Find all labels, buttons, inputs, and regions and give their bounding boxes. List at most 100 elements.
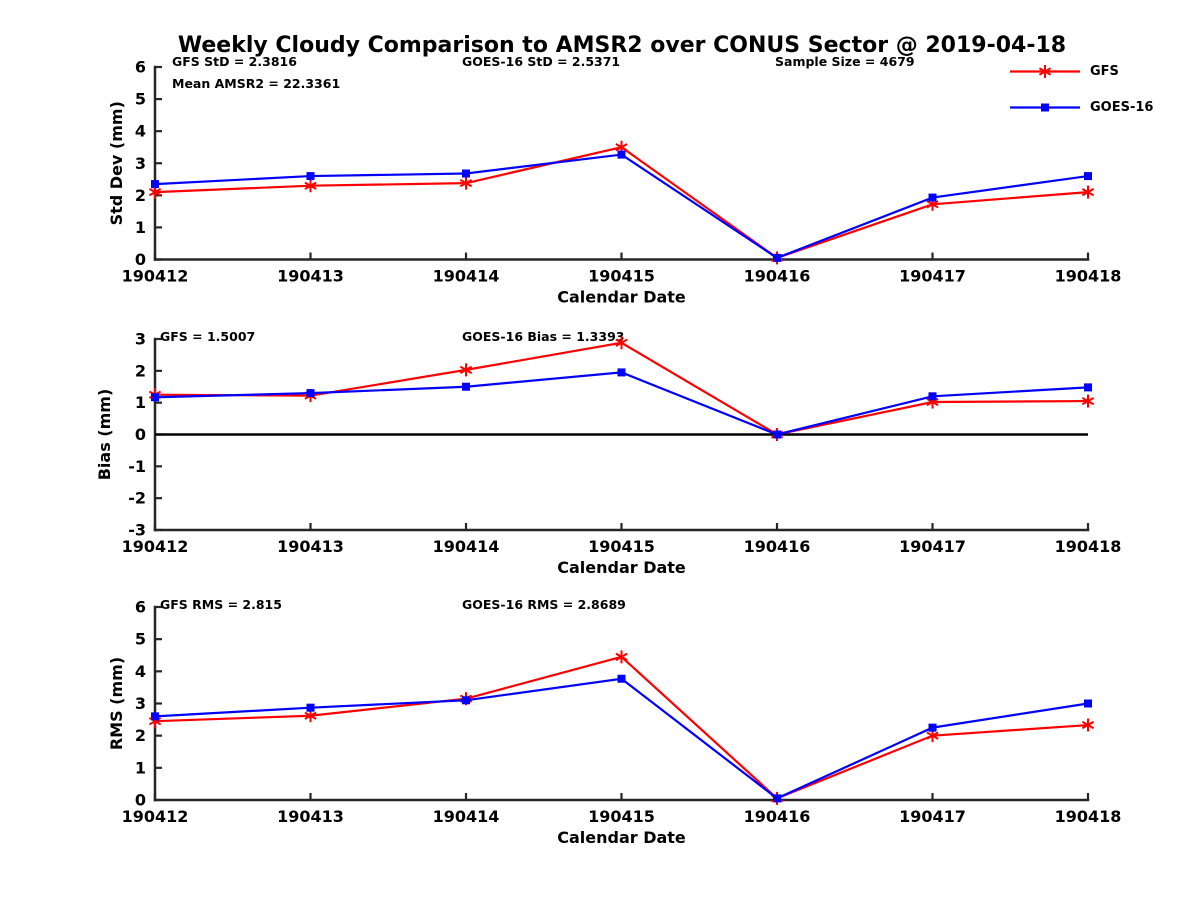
x-tick-label: 190414 (433, 537, 500, 556)
marker-square-goes-16 (462, 696, 470, 705)
marker-square-goes-16 (306, 703, 315, 712)
x-tick-label: 190417 (899, 267, 966, 286)
marker-asterisk-gfs (1081, 394, 1095, 408)
annotation-text: GOES-16 StD = 2.5371 (462, 54, 620, 69)
series-line-goes-16 (154, 677, 1089, 800)
y-tick-label: -2 (128, 489, 146, 508)
annotation-text: GOES-16 Bias = 1.3393 (462, 329, 624, 344)
y-tick-label: -1 (128, 457, 146, 476)
marker-square-goes-16 (617, 150, 626, 159)
marker-asterisk-gfs (1081, 185, 1095, 199)
marker-square-goes-16 (1084, 172, 1092, 181)
y-tick-label: 5 (135, 630, 146, 649)
marker-square-goes-16 (928, 392, 937, 401)
annotation-text: GFS StD = 2.3816 (172, 54, 297, 69)
y-tick-label: 2 (135, 726, 146, 745)
annotation-text: Mean AMSR2 = 22.3361 (172, 76, 340, 91)
y-tick-label: 3 (135, 154, 146, 173)
y-axis-label: RMS (mm) (107, 657, 126, 750)
series-line-gfs (154, 146, 1089, 260)
gfs-line-asterisk-icon (1010, 65, 1080, 78)
legend-label-goes16: GOES-16 (1090, 100, 1154, 115)
marker-asterisk-gfs (459, 363, 473, 377)
x-tick-label: 190414 (433, 267, 500, 286)
y-tick-label: 1 (135, 758, 146, 777)
marker-square-goes-16 (306, 172, 315, 181)
x-tick-label: 190413 (277, 537, 344, 556)
x-tick-label: 190414 (433, 807, 500, 826)
marker-square-goes-16 (151, 180, 159, 189)
y-axis-label: Bias (mm) (95, 389, 114, 481)
y-tick-label: 6 (135, 58, 146, 77)
x-tick-label: 190415 (588, 807, 655, 826)
y-tick-label: 3 (135, 694, 146, 713)
goes16-line-square-icon (1010, 103, 1080, 112)
y-tick-label: 3 (135, 330, 146, 349)
legend-label-gfs: GFS (1090, 64, 1119, 79)
marker-square-goes-16 (617, 368, 626, 377)
legend-entry-goes16: GOES-16 (1008, 99, 1153, 116)
x-tick-label: 190418 (1055, 267, 1122, 286)
marker-asterisk-gfs (615, 650, 628, 664)
y-tick-label: 5 (135, 90, 146, 109)
x-tick-label: 190415 (588, 537, 655, 556)
marker-square-goes-16 (928, 723, 937, 732)
chart-title: Weekly Cloudy Comparison to AMSR2 over C… (177, 33, 1067, 58)
x-tick-label: 190417 (899, 807, 966, 826)
marker-square-goes-16 (462, 169, 470, 178)
marker-square-goes-16 (151, 712, 159, 721)
marker-asterisk-gfs (459, 176, 473, 190)
y-tick-label: -3 (128, 521, 146, 540)
x-axis-label: Calendar Date (557, 828, 686, 847)
annotation-text: GFS RMS = 2.815 (160, 597, 282, 612)
x-tick-label: 190413 (277, 267, 344, 286)
x-axis-label: Calendar Date (557, 288, 686, 307)
marker-square-goes-16 (1084, 699, 1092, 708)
series-line-gfs (154, 341, 1089, 436)
y-tick-label: 0 (135, 250, 146, 269)
marker-square-goes-16 (617, 674, 626, 683)
x-tick-label: 190413 (277, 807, 344, 826)
y-axis-label: Std Dev (mm) (107, 101, 126, 225)
marker-square-goes-16 (928, 193, 937, 202)
y-tick-label: 1 (135, 393, 146, 412)
x-tick-label: 190418 (1055, 807, 1122, 826)
marker-square-goes-16 (773, 253, 781, 262)
series-line-goes-16 (154, 153, 1089, 260)
annotation-text: GOES-16 RMS = 2.8689 (462, 597, 626, 612)
marker-asterisk-gfs (615, 336, 628, 350)
series-line-goes-16 (154, 371, 1089, 436)
x-tick-label: 190418 (1055, 537, 1122, 556)
y-tick-label: 0 (135, 791, 146, 810)
marker-square-goes-16 (306, 389, 315, 398)
y-tick-label: 2 (135, 361, 146, 380)
x-tick-label: 190416 (744, 267, 811, 286)
x-tick-label: 190416 (744, 537, 811, 556)
y-tick-label: 4 (135, 662, 146, 681)
x-tick-label: 190416 (744, 807, 811, 826)
x-tick-label: 190412 (122, 537, 189, 556)
x-tick-label: 190417 (899, 537, 966, 556)
y-tick-label: 2 (135, 186, 146, 205)
annotation-text: GFS = 1.5007 (160, 329, 255, 344)
y-tick-label: 6 (135, 598, 146, 617)
x-axis-label: Calendar Date (557, 558, 686, 577)
marker-asterisk-gfs (304, 179, 317, 193)
marker-square-goes-16 (151, 393, 159, 402)
y-tick-label: 1 (135, 218, 146, 237)
annotation-text: Sample Size = 4679 (775, 54, 915, 69)
x-tick-label: 190412 (122, 807, 189, 826)
x-tick-label: 190415 (588, 267, 655, 286)
marker-square-goes-16 (1084, 383, 1092, 392)
marker-square-goes-16 (462, 382, 470, 391)
x-tick-label: 190412 (122, 267, 189, 286)
marker-square-goes-16 (773, 794, 781, 803)
legend-entry-gfs: GFS (1008, 63, 1153, 80)
legend: GFS GOES-16 (1008, 63, 1153, 135)
marker-square-goes-16 (773, 430, 781, 439)
y-tick-label: 4 (135, 122, 146, 141)
marker-asterisk-gfs (1081, 718, 1095, 732)
y-tick-label: 0 (135, 425, 146, 444)
